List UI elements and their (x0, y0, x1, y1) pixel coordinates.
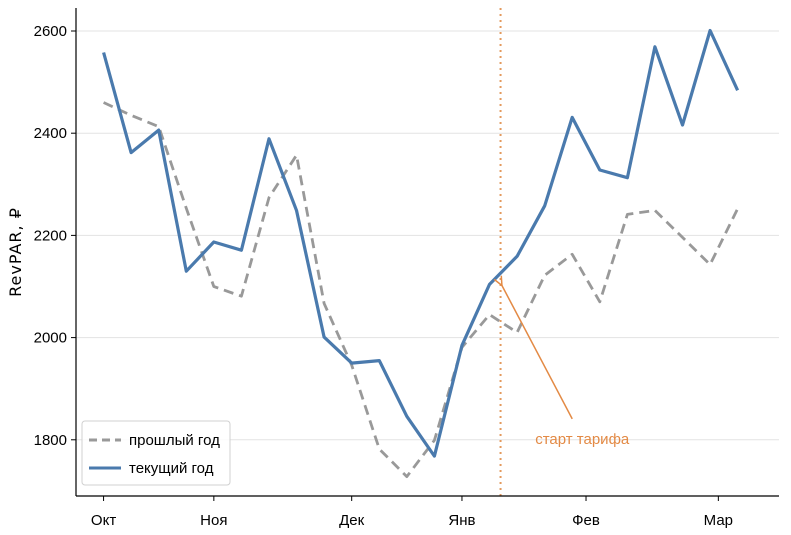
x-tick-label: Мар (704, 512, 733, 529)
y-ticks: 1800 2000 2200 2400 2600 (34, 23, 76, 449)
y-tick-label: 1800 (34, 432, 67, 449)
x-tick-label: Ноя (200, 512, 227, 529)
x-ticks: Окт Ноя Дек Янв Фев Мар (91, 496, 733, 529)
series-line-current-year (102, 28, 740, 458)
legend-label-past-year: прошлый год (129, 432, 220, 449)
y-tick-label: 2200 (34, 227, 67, 244)
axes (75, 8, 779, 497)
x-tick-label: Окт (91, 512, 116, 529)
y-axis-title: RevPAR, ₽ (6, 207, 25, 297)
annotation-arrow (502, 285, 573, 420)
grid-lines (76, 30, 779, 441)
x-tick-label: Янв (448, 512, 475, 529)
x-tick-label: Дек (339, 512, 365, 529)
series-layer (102, 28, 740, 479)
annotation-label: старт тарифа (535, 431, 630, 448)
y-tick-label: 2400 (34, 125, 67, 142)
legend: прошлый год текущий год (81, 420, 231, 486)
legend-label-current-year: текущий год (129, 460, 214, 477)
y-tick-label: 2000 (34, 330, 67, 347)
y-tick-label: 2600 (34, 23, 67, 40)
x-tick-label: Фев (572, 512, 600, 529)
annotation: старт тарифа (502, 285, 630, 448)
series-line-past-year (103, 101, 739, 479)
